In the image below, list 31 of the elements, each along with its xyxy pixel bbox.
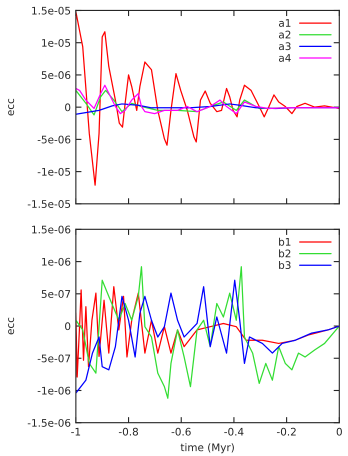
y-tick-label: -5e-06 [38, 136, 70, 144]
y-tick-label: -1e-05 [38, 168, 70, 176]
y-tick-label: 0 [65, 322, 70, 330]
legend-label: b3 [279, 260, 291, 270]
y-tick-label: 5e-06 [42, 71, 70, 80]
y-axis-title: ecc [8, 98, 14, 116]
y-tick-label: 1.5e-06 [32, 226, 70, 234]
y-tick-label: 0 [65, 103, 70, 112]
legend-label: a1 [278, 19, 290, 27]
y-tick-label: 1e-05 [42, 38, 70, 47]
x-tick-label: -0.4 [224, 428, 244, 436]
y-tick-label: -1e-06 [38, 386, 70, 395]
line-series [76, 84, 340, 114]
x-axis-title: time (Myr) [180, 443, 234, 454]
y-axis-title: ecc [8, 318, 14, 334]
y-tick-label: -5e-07 [38, 354, 70, 362]
x-tick-label: -0.2 [276, 428, 296, 436]
y-tick-label: -1.5e-06 [28, 418, 70, 427]
legend-label: a3 [278, 42, 291, 50]
y-tick-label: 5e-07 [42, 290, 70, 298]
y-tick-label: 1.5e-05 [32, 6, 70, 15]
legend-label: b1 [279, 238, 290, 246]
y-tick-label: 1e-06 [42, 258, 70, 266]
x-tick-label: -0.8 [118, 428, 138, 436]
y-tick-label: -1.5e-05 [28, 200, 70, 208]
legend-label: a2 [278, 30, 290, 39]
legend-label: b2 [279, 249, 290, 258]
x-tick-label: -0.6 [172, 428, 191, 436]
x-tick-label: -1 [71, 428, 80, 436]
legend-label: a4 [278, 54, 291, 62]
x-tick-label: 0 [336, 428, 342, 436]
